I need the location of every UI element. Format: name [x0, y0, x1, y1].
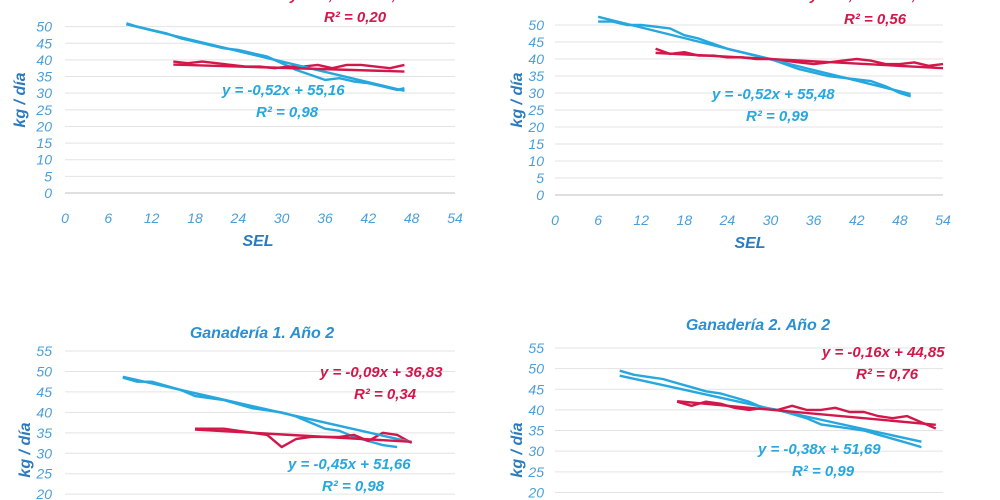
y-tick-label: 45: [36, 384, 52, 400]
y-tick-label: 15: [528, 136, 544, 152]
x-tick-label: 54: [935, 212, 951, 228]
r-squared-label: R² = 0,98: [256, 104, 319, 121]
x-tick-label: 24: [719, 212, 736, 228]
r-squared-label: R² = 0,56: [844, 11, 907, 28]
x-tick-label: 6: [104, 210, 112, 226]
y-tick-label: 30: [36, 85, 52, 101]
x-tick-label: 12: [633, 212, 649, 228]
x-axis-title: SEL: [242, 233, 273, 250]
x-tick-label: 42: [361, 210, 377, 226]
series-line-2: [655, 47, 944, 68]
y-tick-label: 0: [536, 187, 544, 203]
r-squared-label: R² = 0,99: [792, 463, 855, 480]
r-squared-label: R² = 0,99: [746, 108, 809, 125]
x-tick-label: 54: [447, 210, 463, 226]
x-tick-label: 42: [849, 212, 865, 228]
x-tick-label: 36: [806, 212, 822, 228]
y-tick-label: 15: [36, 135, 52, 151]
x-tick-label: 48: [404, 210, 420, 226]
y-axis-title: kg / día: [12, 72, 29, 127]
x-tick-label: 18: [677, 212, 693, 228]
y-tick-label: 30: [528, 85, 544, 101]
series-line-2: [676, 400, 937, 430]
y-tick-label: 45: [528, 34, 544, 50]
trendline-2: [655, 51, 944, 70]
x-tick-label: 48: [892, 212, 908, 228]
y-tick-label: 40: [36, 52, 52, 68]
y-tick-label: 30: [528, 443, 544, 459]
y-tick-label: 30: [36, 445, 52, 461]
y-tick-label: 20: [35, 486, 52, 500]
y-tick-label: 40: [528, 51, 544, 67]
trendline-1: [597, 15, 911, 96]
y-tick-label: 50: [36, 19, 52, 35]
r-squared-label: R² = 0,76: [856, 366, 919, 383]
y-tick-label: 50: [36, 363, 52, 379]
y-tick-label: 25: [527, 102, 544, 118]
y-tick-label: 20: [35, 118, 52, 134]
y-tick-label: 10: [36, 152, 52, 168]
equation-label: y = -0,38x + 51,69: [757, 441, 881, 458]
trendline-2: [677, 400, 936, 426]
y-tick-label: 50: [528, 361, 544, 377]
y-tick-label: 55: [36, 343, 52, 359]
y-tick-label: 55: [528, 340, 544, 356]
y-axis-title: kg / día: [17, 422, 34, 477]
y-tick-label: 5: [44, 168, 52, 184]
y-tick-label: 20: [527, 484, 544, 500]
y-tick-label: 35: [36, 425, 52, 441]
equation-label: y = -0,04x + 39,56: [289, 0, 413, 4]
equation-label: y = -0,16x + 44,85: [821, 344, 945, 361]
y-tick-label: 50: [528, 17, 544, 33]
equation-label: y = -0,52x + 55,48: [711, 86, 835, 103]
x-tick-label: 24: [230, 210, 247, 226]
chart-title: Ganadería 2. Año 2: [686, 317, 830, 334]
equation-label: y = -0,09x + 36,83: [319, 364, 443, 381]
trendline-1: [122, 375, 412, 444]
x-tick-label: 36: [317, 210, 333, 226]
y-axis-title: kg / día: [509, 422, 526, 477]
y-tick-label: 35: [528, 68, 544, 84]
y-tick-label: 35: [36, 69, 52, 85]
equation-label: y = -0,45x + 51,66: [287, 456, 411, 473]
chart-panel-4: 20 25 30 35 40 45 50 55 kg / día Ganadería 2. Año…: [509, 317, 945, 500]
x-tick-label: 0: [61, 210, 69, 226]
y-tick-label: 25: [527, 464, 544, 480]
x-tick-label: 30: [274, 210, 290, 226]
chart-panel-3: 20 25 30 35 40 45 50 55 kg / día Ganadería 1. Año…: [17, 325, 455, 500]
chart-title: Ganadería 1. Año 2: [190, 325, 334, 342]
r-squared-label: R² = 0,98: [322, 478, 385, 495]
r-squared-label: R² = 0,34: [354, 386, 417, 403]
trendline-1: [126, 23, 405, 93]
y-tick-label: 45: [36, 35, 52, 51]
series-line-2: [195, 427, 413, 449]
series-line-2: [173, 60, 405, 70]
y-tick-label: 20: [527, 119, 544, 135]
y-tick-label: 35: [528, 423, 544, 439]
y-tick-label: 25: [35, 102, 52, 118]
x-tick-label: 30: [763, 212, 779, 228]
y-tick-label: 40: [528, 402, 544, 418]
r-squared-label: R² = 0,20: [324, 9, 387, 26]
y-tick-label: 45: [528, 381, 544, 397]
x-tick-label: 18: [187, 210, 203, 226]
y-tick-label: 5: [536, 170, 544, 186]
trendline-2: [194, 428, 412, 444]
x-tick-label: 12: [144, 210, 160, 226]
y-tick-label: 25: [35, 466, 52, 482]
y-tick-label: 10: [528, 153, 544, 169]
equation-label: y = -0,12x + 43,33: [809, 0, 933, 4]
x-axis-title: SEL: [734, 235, 765, 252]
y-axis-title: kg / día: [509, 72, 526, 127]
y-tick-label: 40: [36, 404, 52, 420]
x-tick-label: 0: [551, 212, 559, 228]
y-tick-label: 0: [44, 185, 52, 201]
trendline-2: [173, 63, 405, 73]
x-tick-label: 6: [594, 212, 602, 228]
equation-label: y = -0,52x + 55,16: [221, 82, 345, 99]
